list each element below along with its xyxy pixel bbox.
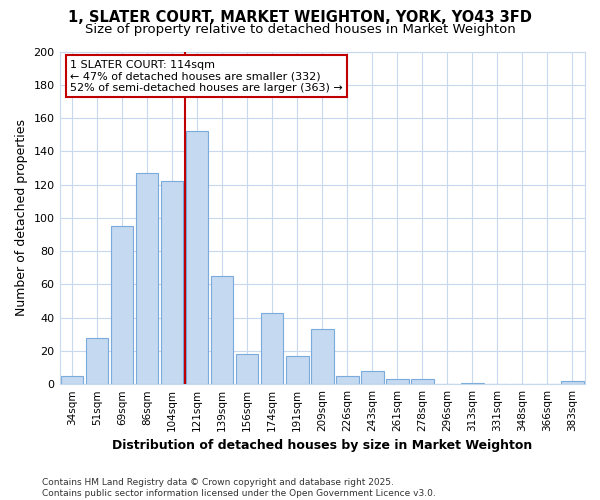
Bar [111,226,133,384]
Bar [236,354,259,384]
X-axis label: Distribution of detached houses by size in Market Weighton: Distribution of detached houses by size … [112,440,532,452]
Bar [386,379,409,384]
Bar [161,181,184,384]
Text: 1, SLATER COURT, MARKET WEIGHTON, YORK, YO43 3FD: 1, SLATER COURT, MARKET WEIGHTON, YORK, … [68,10,532,25]
Bar [136,173,158,384]
Bar [261,312,283,384]
Bar [286,356,308,384]
Bar [336,376,359,384]
Bar [411,379,434,384]
Bar [561,381,584,384]
Bar [86,338,109,384]
Bar [211,276,233,384]
Y-axis label: Number of detached properties: Number of detached properties [15,120,28,316]
Bar [61,376,83,384]
Bar [311,330,334,384]
Bar [361,371,383,384]
Text: Contains HM Land Registry data © Crown copyright and database right 2025.
Contai: Contains HM Land Registry data © Crown c… [42,478,436,498]
Bar [461,382,484,384]
Text: 1 SLATER COURT: 114sqm
← 47% of detached houses are smaller (332)
52% of semi-de: 1 SLATER COURT: 114sqm ← 47% of detached… [70,60,343,93]
Bar [186,132,208,384]
Text: Size of property relative to detached houses in Market Weighton: Size of property relative to detached ho… [85,22,515,36]
